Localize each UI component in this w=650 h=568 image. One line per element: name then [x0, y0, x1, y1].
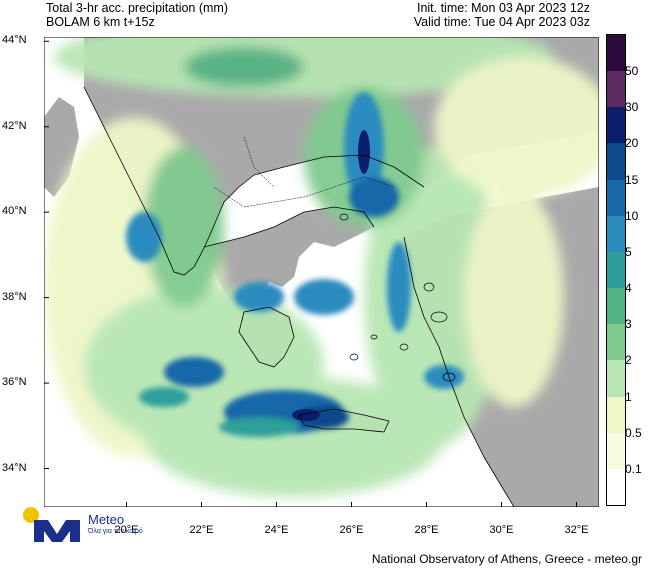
- colorbar-segment: [607, 71, 625, 108]
- colorbar-segment: [607, 179, 625, 217]
- meteo-logo: [23, 507, 80, 542]
- lon-label: 22°E: [189, 524, 214, 536]
- map-title: Total 3-hr acc. precipitation (mm): [46, 1, 229, 15]
- colorbar-segment: [607, 288, 625, 325]
- lon-label: 28°E: [414, 524, 439, 536]
- lat-label: 44°N: [2, 34, 27, 47]
- lon-label: 24°E: [264, 524, 289, 536]
- colorbar-segment: [607, 35, 625, 72]
- colorbar-segment: [607, 251, 625, 289]
- colorbar-segment: [607, 324, 625, 361]
- colorbar-label: 3: [625, 317, 632, 332]
- colorbar-label: 15: [625, 172, 639, 187]
- lat-label: 38°N: [2, 290, 27, 303]
- precipitation-field: [44, 37, 599, 497]
- colorbar-label: 20: [625, 136, 639, 151]
- colorbar-segment: [607, 396, 625, 434]
- lat-label: 42°N: [2, 119, 27, 132]
- lon-label: 32°E: [564, 524, 589, 536]
- colorbar-segment: [607, 107, 625, 144]
- precipitation-colorbar: [606, 34, 626, 506]
- colorbar-label: 0.5: [625, 425, 642, 440]
- lon-label: 30°E: [489, 524, 514, 536]
- model-subtitle: BOLAM 6 km t+15z: [46, 15, 155, 29]
- axis-ticks: [44, 40, 577, 507]
- logo-tagline: Όλα για τον καιρό: [88, 528, 143, 535]
- lon-label: 20°E: [114, 524, 139, 536]
- logo-name: Meteo: [88, 512, 125, 527]
- borders: [213, 136, 395, 208]
- valid-time: Valid time: Tue 04 Apr 2023 03z: [413, 15, 590, 29]
- colorbar-label: 30: [625, 100, 639, 115]
- colorbar-label: 1: [625, 389, 632, 404]
- meteo-m-icon: [34, 520, 80, 542]
- colorbar-segment: [607, 468, 625, 506]
- colorbar-segment: [607, 360, 625, 398]
- sun-icon: [23, 507, 39, 523]
- colorbar-segment: [607, 143, 625, 181]
- lat-label: 36°N: [2, 376, 27, 389]
- coastlines: [83, 86, 515, 507]
- colorbar-label: 5: [625, 244, 632, 259]
- init-time: Init. time: Mon 03 Apr 2023 12z: [416, 1, 590, 15]
- colorbar-label: 50: [625, 64, 639, 79]
- colorbar-segment: [607, 215, 625, 253]
- colorbar-label: 10: [625, 208, 639, 223]
- islands: [339, 213, 456, 382]
- precipitation-map: [44, 37, 599, 507]
- colorbar-label: 4: [625, 281, 632, 296]
- lon-label: 26°E: [339, 524, 364, 536]
- lat-label: 40°N: [2, 205, 27, 218]
- credit-line: National Observatory of Athens, Greece -…: [371, 552, 642, 566]
- colorbar-label: 0.1: [625, 461, 642, 476]
- colorbar-label: 2: [625, 353, 632, 368]
- lat-label: 34°N: [2, 461, 27, 474]
- colorbar-segment: [607, 432, 625, 470]
